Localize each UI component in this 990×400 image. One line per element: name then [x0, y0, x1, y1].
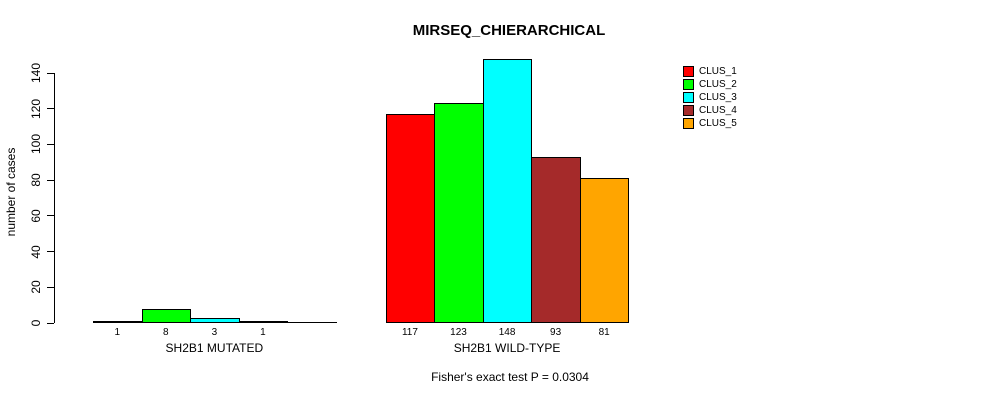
legend-label: CLUS_5 — [699, 118, 737, 130]
bar-sh2b1-wild-type-clus_4 — [531, 156, 581, 323]
bar-sh2b1-mutated-clus_2 — [141, 308, 192, 323]
bar-value-label: 123 — [450, 326, 467, 338]
y-axis-tick — [47, 215, 54, 217]
x-group-label-sh2b1-mutated: SH2B1 MUTATED — [165, 340, 264, 355]
y-axis-tick-label: 140 — [29, 62, 43, 84]
y-axis-tick-label: 20 — [29, 280, 43, 294]
y-axis-label: number of cases — [4, 147, 18, 237]
bar-value-label: 93 — [550, 326, 562, 338]
legend-swatch-icon — [683, 79, 694, 91]
bar-sh2b1-wild-type-clus_1 — [385, 114, 436, 323]
y-axis-tick-label: 60 — [29, 209, 43, 223]
y-axis-tick — [47, 143, 54, 145]
bar-sh2b1-mutated-clus_5-zero — [287, 322, 337, 323]
y-axis-tick-label: 80 — [29, 173, 43, 187]
y-axis-tick — [47, 179, 54, 181]
y-axis-tick — [47, 286, 54, 288]
annotation-fisher-test: Fisher's exact test P = 0.0304 — [431, 370, 589, 384]
y-axis-tick-label: 0 — [29, 319, 43, 327]
bar-value-label: 3 — [211, 326, 218, 338]
bar-sh2b1-wild-type-clus_3 — [482, 58, 533, 323]
legend-item-clus_4: CLUS_4 — [683, 104, 737, 117]
y-axis-tick — [47, 108, 54, 110]
bar-sh2b1-wild-type-clus_5 — [579, 178, 630, 323]
bar-sh2b1-mutated-clus_4 — [238, 321, 289, 324]
legend-swatch-icon — [683, 66, 694, 78]
bar-sh2b1-mutated-clus_1 — [93, 321, 143, 324]
legend-item-clus_3: CLUS_3 — [683, 91, 737, 104]
bar-sh2b1-wild-type-clus_2 — [434, 103, 484, 323]
y-axis-tick — [47, 72, 54, 74]
bar-sh2b1-mutated-clus_3 — [190, 317, 240, 323]
legend-swatch-icon — [683, 118, 694, 130]
bar-value-label: 8 — [163, 326, 169, 338]
y-axis-tick — [47, 251, 54, 253]
legend-label: CLUS_3 — [699, 92, 737, 104]
y-axis-tick-label: 100 — [29, 134, 43, 155]
legend-label: CLUS_1 — [699, 66, 737, 78]
y-axis-tick — [47, 322, 54, 324]
legend-item-clus_5: CLUS_5 — [683, 117, 737, 130]
legend-label: CLUS_2 — [699, 79, 737, 91]
y-axis-line — [54, 73, 55, 323]
legend: CLUS_1 CLUS_2 CLUS_3 CLUS_4 CLUS_5 — [683, 65, 737, 130]
bar-value-label: 1 — [260, 326, 266, 338]
y-axis-tick-label: 120 — [29, 98, 43, 119]
x-group-label-sh2b1-wild-type: SH2B1 WILD-TYPE — [453, 340, 561, 355]
bar-value-label: 1 — [114, 326, 121, 338]
legend-item-clus_1: CLUS_1 — [683, 65, 737, 78]
bar-value-label: 81 — [598, 326, 610, 338]
bar-value-label: 117 — [401, 326, 418, 338]
legend-item-clus_2: CLUS_2 — [683, 78, 737, 91]
legend-swatch-icon — [683, 105, 694, 117]
chart-title: MIRSEQ_CHIERARCHICAL — [412, 22, 606, 39]
legend-label: CLUS_4 — [699, 105, 737, 117]
bar-value-label: 148 — [498, 326, 516, 338]
legend-swatch-icon — [683, 92, 694, 104]
y-axis-tick-label: 40 — [29, 244, 43, 259]
